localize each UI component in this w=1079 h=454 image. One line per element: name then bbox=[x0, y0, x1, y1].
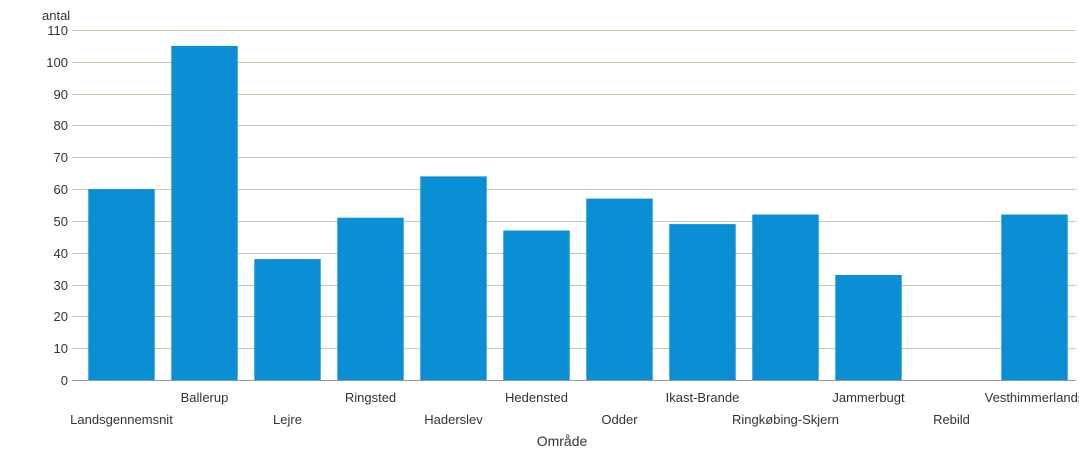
bar-jammerbugt bbox=[835, 275, 902, 380]
y-tick-label-70: 70 bbox=[54, 150, 68, 165]
y-tick-label-90: 90 bbox=[54, 87, 68, 102]
y-axis-ticks: 0 10 20 30 40 50 60 70 80 90 100 110 bbox=[46, 23, 68, 388]
bar-vesthimmerlands bbox=[1001, 214, 1068, 380]
y-tick-label-50: 50 bbox=[54, 214, 68, 229]
x-tick-label-ringsted: Ringsted bbox=[345, 390, 396, 405]
y-tick-label-20: 20 bbox=[54, 309, 68, 324]
x-axis-ticks: Landsgennemsnit Ballerup Lejre Ringsted Hade… bbox=[70, 390, 1079, 427]
bar-ringsted bbox=[337, 217, 404, 380]
bar-lejre bbox=[254, 259, 321, 380]
y-tick-label-30: 30 bbox=[54, 278, 68, 293]
x-tick-label-rebild: Rebild bbox=[933, 412, 970, 427]
y-tick-label-40: 40 bbox=[54, 246, 68, 261]
x-tick-label-ikast-brande: Ikast-Brande bbox=[666, 390, 740, 405]
x-axis-title: Område bbox=[537, 433, 588, 449]
x-tick-label-landsgennemsnit: Landsgennemsnit bbox=[70, 412, 173, 427]
bar-hedensted bbox=[503, 230, 570, 380]
x-tick-label-hedensted: Hedensted bbox=[505, 390, 568, 405]
y-tick-label-110: 110 bbox=[47, 23, 68, 38]
bar-ballerup bbox=[171, 45, 238, 381]
y-axis-label: antal bbox=[42, 8, 70, 23]
bar-ringkøbing-skjern bbox=[752, 214, 819, 380]
bars bbox=[88, 45, 1068, 381]
y-tick-label-10: 10 bbox=[54, 341, 68, 356]
bar-landsgennemsnit bbox=[88, 189, 155, 380]
x-tick-label-haderslev: Haderslev bbox=[424, 412, 483, 427]
y-tick-label-60: 60 bbox=[54, 182, 68, 197]
y-tick-label-100: 100 bbox=[46, 55, 68, 70]
x-tick-label-ballerup: Ballerup bbox=[181, 390, 229, 405]
x-tick-label-vesthimmerlands: Vesthimmerlands bbox=[985, 390, 1079, 405]
y-tick-label-80: 80 bbox=[54, 118, 68, 133]
x-tick-label-ringkøbing-skjern: Ringkøbing-Skjern bbox=[732, 412, 839, 427]
bar-haderslev bbox=[420, 176, 487, 380]
x-tick-label-lejre: Lejre bbox=[273, 412, 302, 427]
grid-lines bbox=[72, 30, 1076, 381]
x-tick-label-odder: Odder bbox=[601, 412, 638, 427]
y-tick-label-0: 0 bbox=[61, 373, 68, 388]
bar-odder bbox=[586, 198, 653, 380]
bar-ikast-brande bbox=[669, 224, 736, 380]
x-tick-label-jammerbugt: Jammerbugt bbox=[832, 390, 905, 405]
